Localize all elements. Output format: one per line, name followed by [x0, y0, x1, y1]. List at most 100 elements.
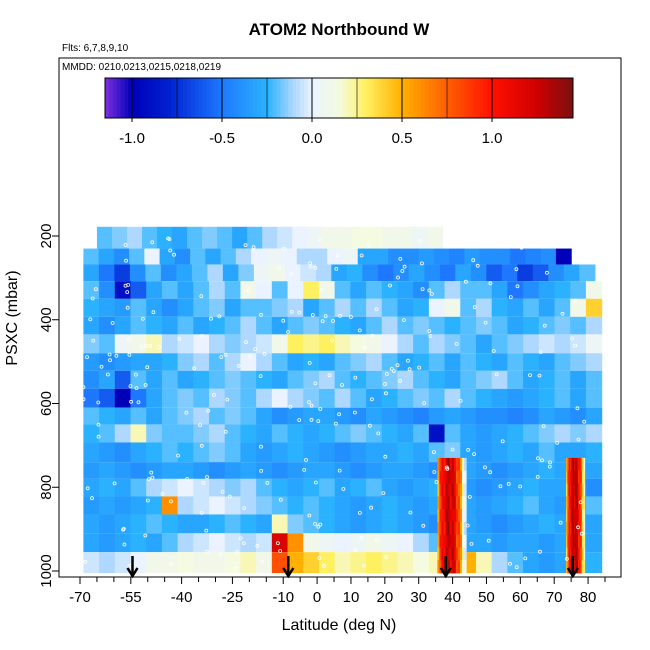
- sample-marker: [450, 447, 455, 452]
- heat-cell: [357, 248, 374, 265]
- heat-cell: [334, 462, 351, 479]
- sample-marker: [576, 437, 581, 442]
- sample-marker: [289, 272, 294, 277]
- sample-marker: [145, 498, 150, 503]
- colorbar-segment: [502, 78, 508, 118]
- heat-cell: [193, 281, 210, 299]
- sample-marker: [258, 374, 263, 379]
- sample-marker: [491, 349, 496, 353]
- heat-cell: [99, 298, 116, 317]
- heat-cell: [579, 264, 596, 282]
- sample-marker: [494, 372, 499, 377]
- heat-cell: [460, 370, 477, 389]
- heat-cell: [563, 264, 580, 282]
- sample-marker: [475, 263, 480, 268]
- sample-marker: [472, 452, 477, 457]
- colorbar-segment: [491, 78, 496, 118]
- sample-marker: [444, 240, 449, 245]
- heat-cell: [397, 370, 414, 389]
- heat-cell: [538, 496, 556, 515]
- hotspot-cell: [572, 534, 575, 548]
- hotspot-cell: [437, 521, 440, 536]
- heat-cell: [224, 388, 242, 408]
- hotspot-cell: [582, 470, 584, 484]
- heat-cell: [238, 264, 255, 282]
- colorbar-segment: [253, 78, 258, 118]
- x-tick-label: 30: [410, 589, 427, 606]
- hotspot-cell: [568, 470, 571, 484]
- hotspot-cell: [578, 560, 580, 574]
- sample-marker: [388, 283, 392, 288]
- heat-cell: [475, 281, 493, 299]
- heat-cell: [428, 281, 446, 299]
- sample-markers: [81, 236, 587, 571]
- heat-cell: [475, 353, 493, 371]
- hotspot-cell: [575, 534, 578, 548]
- sample-marker: [243, 243, 248, 248]
- heat-cell: [161, 298, 179, 317]
- heat-cell: [224, 334, 242, 354]
- hotspot-cell: [568, 483, 571, 497]
- heat-cell: [256, 298, 273, 317]
- heat-cell: [209, 316, 226, 335]
- hotspot-cell: [453, 547, 457, 561]
- hotspot-cell: [578, 470, 580, 484]
- heat-cell: [284, 264, 301, 282]
- colorbar-segment: [339, 78, 344, 118]
- hotspot-cell: [462, 521, 465, 536]
- hotspot-cell: [574, 483, 576, 497]
- sample-marker: [206, 408, 211, 413]
- heat-cell: [99, 407, 116, 425]
- heat-cell: [193, 478, 210, 497]
- heat-cell: [224, 370, 242, 389]
- colorbar-border: [104, 77, 574, 119]
- heat-cell: [130, 316, 147, 335]
- heat-cell: [523, 334, 540, 354]
- heat-cell: [444, 353, 461, 371]
- hotspot-cell: [464, 496, 467, 510]
- hotspot-cell: [567, 496, 570, 510]
- sample-marker: [523, 556, 528, 561]
- heat-cell: [83, 298, 100, 317]
- heat-cell: [277, 226, 293, 249]
- colorbar-segment: [140, 78, 145, 118]
- heat-cell: [271, 424, 289, 443]
- sample-marker: [209, 316, 213, 321]
- hotspot-cell: [464, 470, 467, 484]
- heat-cell: [318, 370, 336, 389]
- sample-marker: [277, 266, 282, 270]
- colorbar-segment: [179, 78, 184, 118]
- colorbar-segment: [366, 78, 371, 118]
- heat-cell: [303, 442, 320, 463]
- sample-marker: [366, 244, 371, 249]
- sample-marker: [205, 550, 210, 554]
- colorbar-segment: [327, 78, 332, 118]
- heat-cell: [287, 353, 304, 371]
- heat-cell: [475, 533, 493, 553]
- sample-marker: [545, 270, 549, 275]
- sample-marker: [359, 535, 364, 540]
- sample-marker: [374, 307, 379, 312]
- hotspot-cell: [571, 547, 574, 561]
- heat-cell: [146, 442, 163, 463]
- sample-marker: [321, 563, 326, 568]
- sample-marker: [83, 559, 88, 564]
- hotspot-cell: [451, 470, 455, 484]
- heat-cell: [444, 370, 461, 389]
- sample-marker: [124, 258, 128, 263]
- sample-marker: [548, 460, 552, 465]
- hotspot-cell: [455, 457, 459, 472]
- hotspot-cell: [447, 457, 451, 472]
- heat-cell: [413, 552, 430, 574]
- heat-cell: [99, 442, 116, 463]
- heat-cell: [83, 442, 100, 463]
- heat-cell: [146, 353, 163, 371]
- hotspot-cell: [570, 509, 572, 523]
- hotspot-cell: [457, 547, 461, 561]
- y-tick-label: 800: [38, 475, 55, 500]
- sample-marker: [88, 317, 93, 322]
- heat-cell: [130, 407, 147, 425]
- heat-cell: [130, 478, 147, 497]
- hotspot-cell: [462, 470, 465, 484]
- heat-cell: [209, 552, 226, 574]
